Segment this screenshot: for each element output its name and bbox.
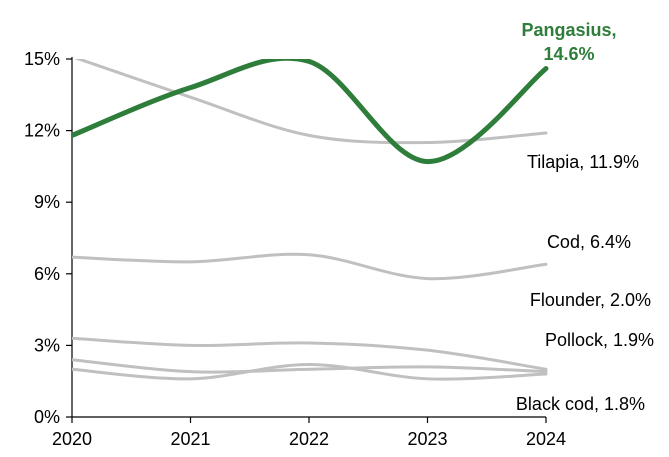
- y-tick-label: 6%: [34, 264, 60, 284]
- y-tick-label: 0%: [34, 407, 60, 427]
- series-label-black-cod: Black cod, 1.8%: [516, 394, 645, 414]
- series-label-pollock: Pollock, 1.9%: [545, 330, 654, 350]
- y-tick-label: 12%: [24, 121, 60, 141]
- y-tick-label: 9%: [34, 192, 60, 212]
- series-label-flounder: Flounder, 2.0%: [530, 290, 651, 310]
- series-line-pangasius: [72, 59, 549, 165]
- y-tick-label: 15%: [24, 49, 60, 69]
- series-line-tilapia: [74, 59, 548, 145]
- x-tick-label: 2024: [526, 429, 566, 449]
- x-tick-label: 2021: [170, 429, 210, 449]
- series-line-cod: [72, 252, 548, 281]
- x-tick-label: 2020: [52, 429, 92, 449]
- series-line-pollock: [72, 358, 548, 374]
- series-label-tilapia: Tilapia, 11.9%: [527, 152, 639, 172]
- series-label-pangasius-line1: Pangasius,: [521, 20, 616, 40]
- y-tick-label: 3%: [34, 335, 60, 355]
- x-tick-label: 2023: [407, 429, 447, 449]
- series-line-flounder: [72, 336, 548, 371]
- series-label-pangasius-line2: 14.6%: [543, 44, 594, 64]
- x-tick-label: 2022: [289, 429, 329, 449]
- series-line-black-cod: [72, 362, 548, 381]
- series-label-cod: Cod, 6.4%: [547, 232, 631, 252]
